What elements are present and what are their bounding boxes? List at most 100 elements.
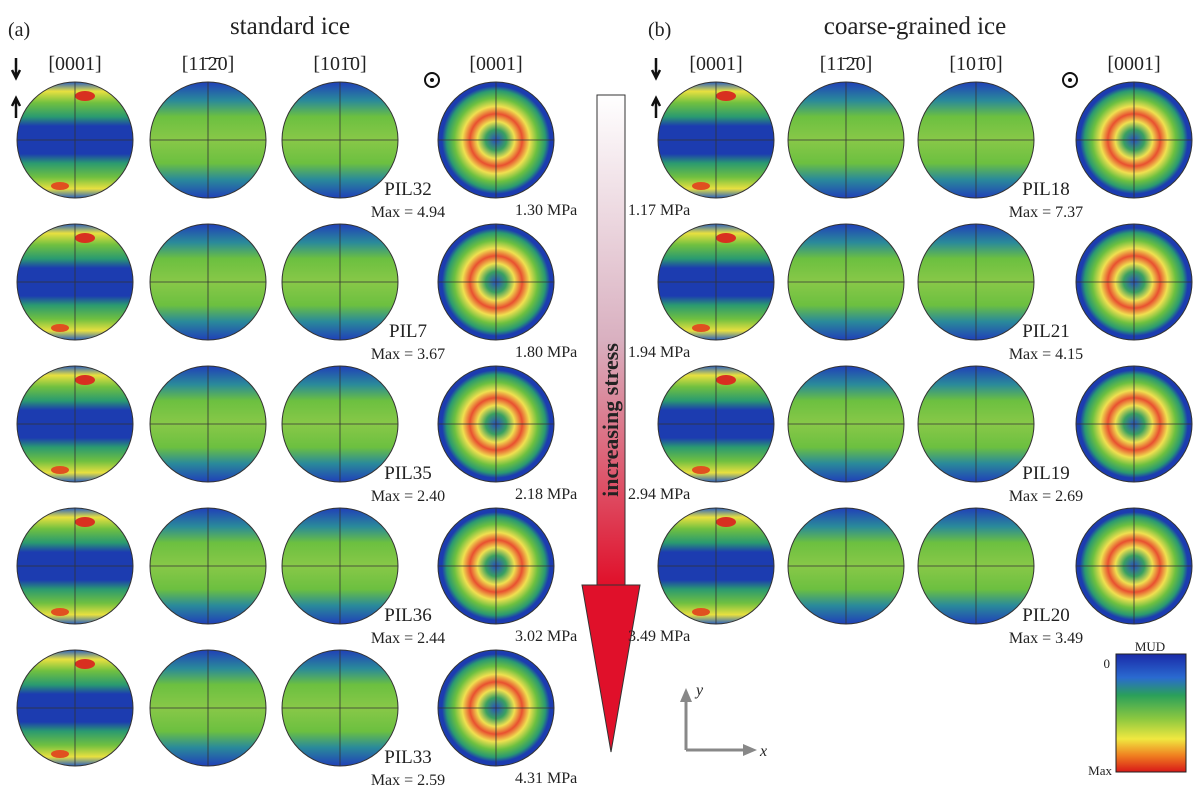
view-symbol-dot — [430, 78, 434, 82]
sample-name: PIL20 — [1022, 605, 1070, 626]
pole-figure — [658, 224, 774, 340]
stress-value: 2.18 MPa — [515, 486, 577, 503]
pole-figure — [150, 508, 266, 624]
pf-spot — [692, 466, 710, 474]
pf-spot — [75, 517, 95, 527]
sample-name: PIL36 — [384, 605, 432, 626]
pf-spot — [692, 608, 710, 616]
sample-name: PIL18 — [1022, 179, 1070, 200]
pole-figure — [150, 224, 266, 340]
sample-name: PIL19 — [1022, 463, 1070, 484]
pf-spot — [75, 91, 95, 101]
pole-figure — [282, 224, 398, 340]
figure: increasing stress y x MUD 0 Max (a) stand… — [0, 0, 1200, 789]
stress-value: 1.94 MPa — [628, 344, 690, 361]
pf-spot — [716, 233, 736, 243]
sample-name: PIL21 — [1022, 321, 1070, 342]
compression-arrows — [652, 58, 660, 118]
legend-max: Max — [1088, 763, 1112, 778]
column-header: [0001] — [689, 53, 742, 75]
legend-title: MUD — [1135, 639, 1165, 654]
stress-value: 3.49 MPa — [628, 628, 690, 645]
pole-figure — [918, 508, 1034, 624]
pole-figure — [438, 508, 554, 624]
arrow-label: increasing stress — [598, 343, 623, 497]
pf-spot — [51, 466, 69, 474]
pf-spot — [75, 233, 95, 243]
panel-title: coarse-grained ice — [824, 13, 1007, 40]
pole-figure — [918, 82, 1034, 198]
compression-arrows — [12, 58, 20, 118]
pole-figure — [438, 366, 554, 482]
axes-icon — [680, 688, 757, 756]
panel-label: (b) — [648, 19, 671, 41]
sample-name: PIL33 — [384, 747, 432, 768]
column-header: [0001] — [469, 53, 522, 75]
pole-figure — [150, 366, 266, 482]
pole-figure — [438, 224, 554, 340]
max-value: Max = 4.94 — [371, 204, 445, 221]
pole-figure — [1076, 82, 1192, 198]
stress-arrow-head — [582, 585, 640, 752]
pole-figure — [17, 82, 133, 198]
pf-spot — [716, 375, 736, 385]
pole-figure — [150, 650, 266, 766]
axis-x-label: x — [759, 743, 767, 760]
pf-spot — [51, 324, 69, 332]
legend-min: 0 — [1104, 656, 1111, 671]
pf-spot — [716, 91, 736, 101]
stress-value: 1.17 MPa — [628, 202, 690, 219]
pf-spot — [716, 517, 736, 527]
max-value: Max = 3.67 — [371, 346, 445, 363]
pole-figure — [918, 224, 1034, 340]
pole-figure — [17, 366, 133, 482]
view-symbol-dot — [1068, 78, 1072, 82]
max-value: Max = 3.49 — [1009, 630, 1083, 647]
pf-spot — [692, 182, 710, 190]
max-value: Max = 2.44 — [371, 630, 445, 647]
column-header: [0001] — [48, 53, 101, 75]
stress-value: 4.31 MPa — [515, 770, 577, 787]
stress-value: 1.30 MPa — [515, 202, 577, 219]
sample-name: PIL7 — [389, 321, 427, 342]
pole-figure — [438, 82, 554, 198]
pole-figure — [150, 82, 266, 198]
pole-figure — [918, 366, 1034, 482]
stress-arrow-shaft — [597, 95, 625, 585]
panel-title: standard ice — [230, 13, 350, 40]
panel-label: (a) — [8, 19, 30, 41]
column-header: [11̄2̄0] — [182, 53, 235, 75]
pole-figure — [788, 224, 904, 340]
pf-spot — [692, 324, 710, 332]
pole-figure — [658, 508, 774, 624]
axis-y-label: y — [694, 682, 704, 699]
pole-figure — [1076, 224, 1192, 340]
column-header: [11̄2̄0] — [820, 53, 873, 75]
mud-colorbar — [1116, 654, 1186, 772]
column-header: [0001] — [1107, 53, 1160, 75]
max-value: Max = 2.40 — [371, 488, 445, 505]
pole-figure — [788, 366, 904, 482]
pole-figure — [438, 650, 554, 766]
column-header: [101̄0] — [313, 53, 366, 75]
pole-figure — [282, 508, 398, 624]
max-value: Max = 2.59 — [371, 772, 445, 789]
stress-value: 2.94 MPa — [628, 486, 690, 503]
max-value: Max = 2.69 — [1009, 488, 1083, 505]
pole-figure — [282, 366, 398, 482]
sample-name: PIL32 — [384, 179, 432, 200]
pf-spot — [75, 375, 95, 385]
pf-spot — [51, 182, 69, 190]
pole-figure — [17, 224, 133, 340]
pole-figure — [17, 508, 133, 624]
max-value: Max = 4.15 — [1009, 346, 1083, 363]
stress-value: 1.80 MPa — [515, 344, 577, 361]
pole-figure — [788, 508, 904, 624]
max-value: Max = 7.37 — [1009, 204, 1083, 221]
pole-figure — [17, 650, 133, 766]
column-header: [101̄0] — [949, 53, 1002, 75]
stress-value: 3.02 MPa — [515, 628, 577, 645]
pf-spot — [51, 750, 69, 758]
pole-figure — [658, 82, 774, 198]
pole-figure — [282, 82, 398, 198]
